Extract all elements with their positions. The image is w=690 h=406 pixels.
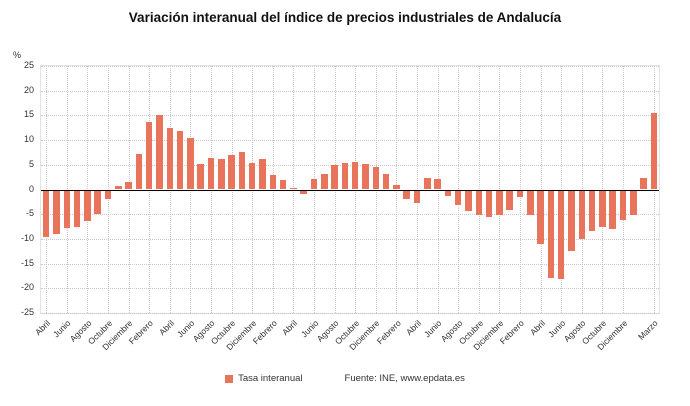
x-tick-label: Abril [280,318,300,338]
y-tick-label: 5 [28,158,34,169]
plot-area [40,65,660,314]
bar-21 [259,158,266,190]
zero-line [41,189,659,191]
bar-34 [393,184,400,190]
bar-51 [568,189,575,251]
bar-57 [630,189,637,215]
h-gridline [41,140,659,142]
x-tick-label: Abril [527,318,547,338]
x-axis-labels: Abril Junio Agosto Octubre Diciembre Febrero A… [33,316,660,396]
bar-7 [115,186,122,190]
bar-10 [145,121,153,190]
bar-6 [104,189,112,200]
bar-42 [475,189,482,215]
h-gridline [41,66,659,67]
bar-32 [372,166,379,190]
bar-55 [609,189,616,230]
bar-58 [640,178,647,190]
h-gridline [41,288,659,290]
bar-3 [73,189,81,227]
bar-44 [496,189,503,216]
bar-27 [321,173,328,190]
bar-30 [351,161,359,190]
chart-title: Variación interanual del índice de preci… [128,10,562,25]
y-tick-label: -20 [20,282,34,293]
bar-35 [403,189,410,199]
x-tick-label: Abril [156,318,176,338]
h-gridline [41,115,659,117]
bar-46 [516,189,524,198]
bar-39 [444,189,452,196]
bar-16 [207,157,215,190]
y-tick-label: 0 [28,183,34,194]
bar-1 [53,189,60,234]
x-tick-label: Abril [403,318,424,338]
source-text: Fuente: INE, www.epdata.es [344,373,465,384]
bar-14 [187,138,194,190]
bar-53 [588,189,596,231]
bar-8 [125,181,132,190]
bar-43 [485,189,493,218]
h-gridline [41,164,659,166]
bar-12 [166,128,173,190]
bar-13 [176,131,184,190]
h-gridline [41,214,659,216]
bar-37 [424,178,431,190]
h-gridline [41,238,659,240]
bar-50 [557,189,565,280]
bar-0 [42,189,50,237]
bar-48 [537,189,544,244]
bar-45 [506,189,513,210]
bar-17 [218,158,225,190]
y-axis-unit-label: % [13,50,22,60]
x-tick-label: Marzo [636,318,660,342]
bar-5 [94,189,101,215]
h-gridline [41,263,659,265]
bar-22 [269,174,276,190]
y-tick-label: -10 [20,232,34,243]
y-tick-label: 25 [23,60,34,70]
y-tick-label: 15 [23,109,34,120]
y-tick-label: 10 [23,134,34,145]
bar-15 [197,164,204,190]
y-axis-labels: 25 20 15 10 5 0 -5 -10 -15 -20 -25 [0,60,34,317]
bar-18 [228,154,235,190]
bar-56 [619,189,627,221]
bar-25 [300,189,307,195]
bar-11 [156,114,163,190]
bar-33 [382,174,390,190]
bar-19 [238,152,246,190]
bar-26 [310,179,318,190]
h-gridline [41,90,659,92]
legend: Tasa interanual Fuente: INE, www.epdata.… [0,373,690,384]
y-tick-label: -5 [25,208,34,219]
bar-24 [290,187,297,190]
legend-swatch-icon [225,374,234,383]
bar-2 [63,189,70,228]
bar-52 [578,189,585,240]
y-tick-label: 20 [23,84,34,95]
bar-47 [527,189,534,216]
bar-41 [465,189,472,211]
bar-36 [413,189,421,203]
h-gridline [41,313,659,314]
bar-28 [331,165,338,190]
bar-23 [279,180,287,190]
bar-49 [547,189,555,279]
bar-4 [84,189,91,222]
bar-29 [341,163,349,190]
x-tick-label: Abril [33,318,53,338]
bar-31 [362,164,369,190]
legend-series-label: Tasa interanual [238,373,303,384]
bar-38 [434,178,441,190]
y-tick-label: -15 [20,257,34,268]
bar-20 [248,163,256,190]
y-tick-label: -25 [20,307,34,317]
bar-9 [135,154,143,190]
bar-54 [599,189,606,228]
bar-40 [454,189,462,206]
bar-59 [650,113,658,190]
